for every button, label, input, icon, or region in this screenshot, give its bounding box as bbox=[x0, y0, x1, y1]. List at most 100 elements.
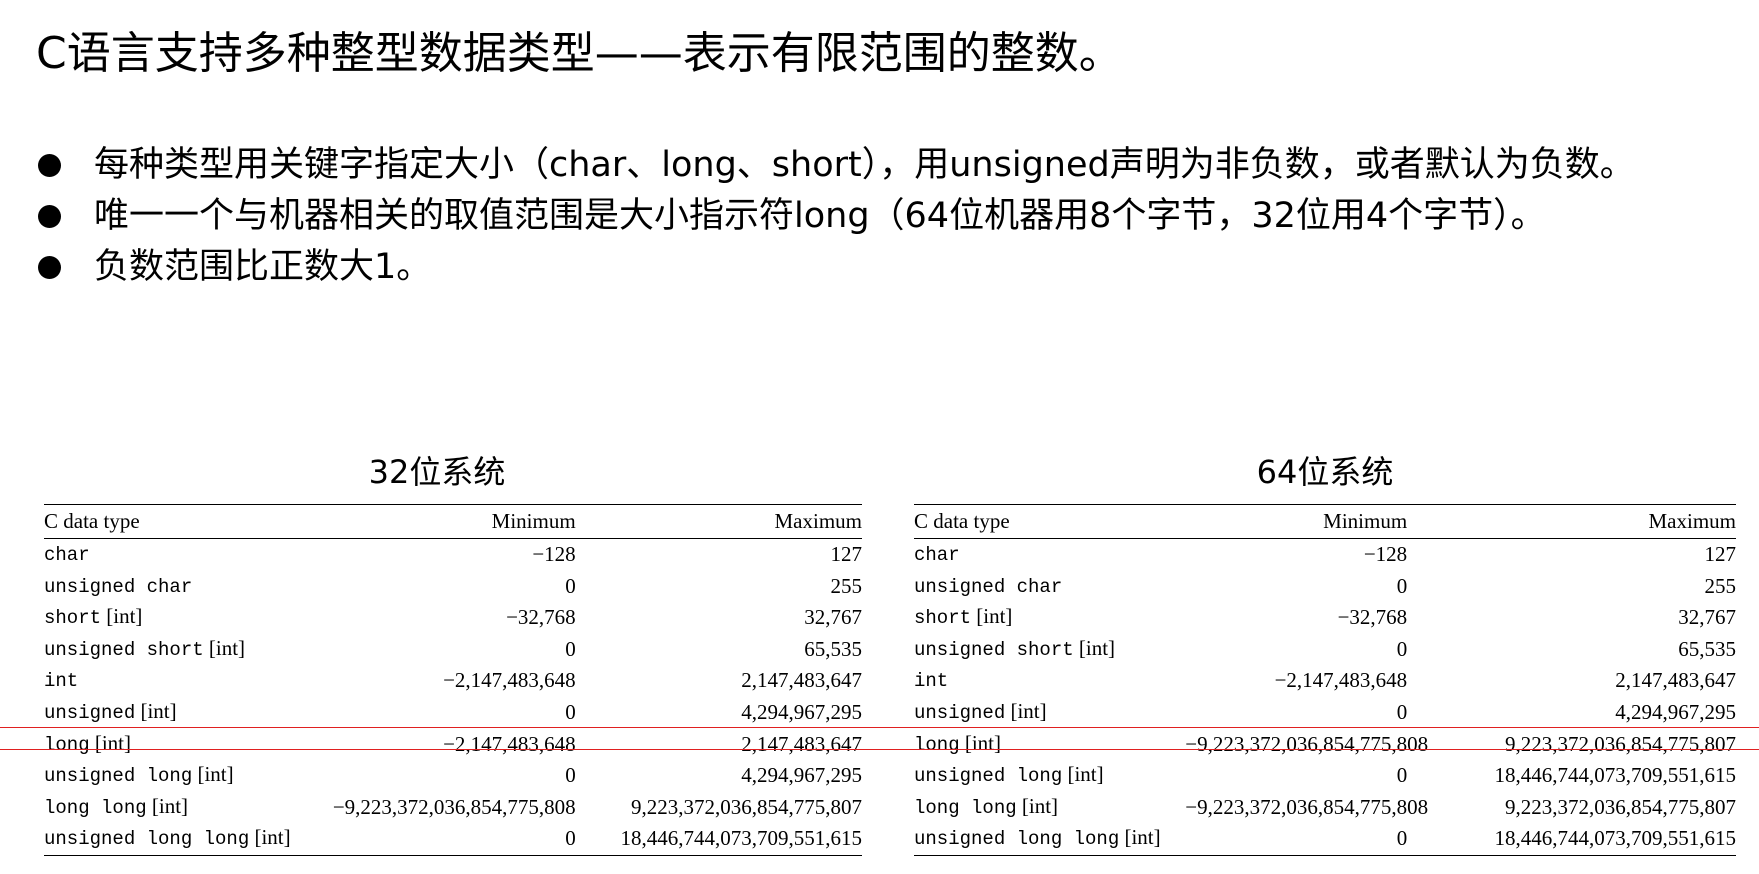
cell-data-type: long [int] bbox=[44, 729, 314, 761]
table-caption: 32位系统 bbox=[368, 453, 506, 491]
header-min: Minimum bbox=[491, 509, 576, 533]
cell-data-type: long long [int] bbox=[44, 792, 314, 824]
cell-maximum: 127 bbox=[1704, 542, 1737, 566]
cell-maximum: 4,294,967,295 bbox=[1615, 699, 1736, 724]
bullet-item: 每种类型用关键字指定大小（char、long、short），用unsigned声… bbox=[36, 140, 1726, 191]
cell-maximum: 255 bbox=[830, 573, 863, 598]
cell-maximum: 32,767 bbox=[1678, 605, 1736, 630]
type-keyword: long long bbox=[914, 796, 1017, 819]
bullet-item: 唯一一个与机器相关的取值范围是大小指示符long（64位机器用8个字节，32位用… bbox=[36, 191, 1726, 242]
cell-maximum: 4,294,967,295 bbox=[741, 699, 862, 724]
type-keyword: char bbox=[914, 544, 960, 566]
table-row: int −2,147,483,648 2,147,483,647 bbox=[44, 665, 862, 697]
slide-title: C语言支持多种整型数据类型——表示有限范围的整数。 bbox=[36, 28, 1123, 79]
cell-maximum: 2,147,483,647 bbox=[741, 668, 862, 693]
cell-minimum: −2,147,483,648 bbox=[1274, 668, 1408, 693]
data-table: C data type Minimum Maximum char −128 127 u… bbox=[914, 504, 1736, 856]
bullet-text: 每种类型用关键字指定大小（char、long、short），用unsigned声… bbox=[94, 145, 1635, 185]
table-body: char −128 127 unsigned char 0 255 short [int] −… bbox=[914, 539, 1736, 856]
type-suffix: [int] bbox=[1005, 698, 1047, 723]
cell-maximum: 255 bbox=[1704, 573, 1737, 598]
table-body: char −128 127 unsigned char 0 255 short [int] −… bbox=[44, 539, 862, 856]
type-keyword: int bbox=[914, 670, 949, 693]
type-suffix: [int] bbox=[1016, 793, 1059, 818]
type-suffix: [int] bbox=[249, 825, 291, 850]
bullet-text: 负数范围比正数大1。 bbox=[94, 247, 432, 287]
cell-data-type: char bbox=[44, 539, 314, 571]
table-row: int −2,147,483,648 2,147,483,647 bbox=[914, 665, 1736, 697]
cell-minimum: −9,223,372,036,854,775,808 bbox=[1185, 794, 1429, 819]
table-row: short [int] −32,768 32,767 bbox=[44, 602, 862, 634]
header-min: Minimum bbox=[1323, 509, 1408, 533]
type-suffix: [int] bbox=[146, 793, 189, 818]
cell-minimum: 0 bbox=[1396, 699, 1408, 724]
table-row: unsigned char 0 255 bbox=[44, 571, 862, 603]
cell-minimum: 0 bbox=[1396, 826, 1408, 851]
bullet-list: 每种类型用关键字指定大小（char、long、short），用unsigned声… bbox=[36, 140, 1726, 293]
bullet-item: 负数范围比正数大1。 bbox=[36, 242, 1726, 293]
bullet-dot-icon bbox=[38, 256, 61, 279]
table-row: long [int] −2,147,483,648 2,147,483,647 bbox=[44, 729, 862, 761]
table-header-row: C data type Minimum Maximum bbox=[914, 504, 1736, 539]
cell-minimum: 0 bbox=[565, 699, 576, 724]
type-suffix: [int] bbox=[959, 730, 1002, 755]
type-keyword: unsigned long bbox=[914, 765, 1063, 788]
type-keyword: unsigned bbox=[914, 701, 1006, 724]
cell-minimum: −128 bbox=[532, 542, 576, 566]
table-caption: 64位系统 bbox=[1256, 453, 1394, 491]
type-keyword: short bbox=[914, 607, 972, 630]
cell-maximum: 4,294,967,295 bbox=[741, 763, 862, 788]
table-row: unsigned long long [int] 0 18,446,744,073,… bbox=[914, 823, 1737, 856]
type-keyword: unsigned char bbox=[44, 575, 193, 598]
cell-maximum: 127 bbox=[830, 542, 863, 566]
header-type: C data type bbox=[914, 509, 1010, 533]
table-row: long long [int] −9,223,372,036,854,775,80… bbox=[914, 792, 1736, 824]
cell-data-type: unsigned short [int] bbox=[44, 634, 314, 666]
cell-minimum: −2,147,483,648 bbox=[443, 731, 576, 756]
cell-minimum: 0 bbox=[565, 763, 576, 788]
cell-maximum: 65,535 bbox=[804, 636, 862, 661]
cell-data-type: unsigned long long [int] bbox=[914, 823, 1185, 855]
cell-data-type: long [int] bbox=[914, 729, 1185, 761]
type-suffix: [int] bbox=[135, 698, 177, 723]
cell-minimum: −32,768 bbox=[1337, 605, 1408, 630]
cell-minimum: 0 bbox=[1396, 763, 1408, 788]
cell-maximum: 18,446,744,073,709,551,615 bbox=[1494, 826, 1737, 851]
cell-maximum: 2,147,483,647 bbox=[741, 731, 862, 756]
bullet-dot-icon bbox=[38, 205, 61, 228]
type-keyword: long bbox=[44, 733, 90, 756]
cell-data-type: unsigned char bbox=[44, 571, 314, 603]
cell-maximum: 18,446,744,073,709,551,615 bbox=[620, 826, 863, 851]
cell-data-type: unsigned short [int] bbox=[914, 634, 1185, 666]
table-row: unsigned [int] 0 4,294,967,295 bbox=[914, 697, 1736, 729]
cell-data-type: unsigned [int] bbox=[914, 697, 1185, 729]
cell-maximum: 2,147,483,647 bbox=[1615, 668, 1736, 693]
cell-minimum: 0 bbox=[565, 636, 576, 661]
table-row: unsigned long long [int] 0 18,446,744,073,… bbox=[44, 823, 863, 856]
table-row: short [int] −32,768 32,767 bbox=[914, 602, 1736, 634]
table-row: unsigned long [int] 0 4,294,967,295 bbox=[44, 760, 862, 792]
cell-data-type: unsigned char bbox=[914, 571, 1185, 603]
cell-minimum: 0 bbox=[1396, 573, 1408, 598]
table-row: long [int] −9,223,372,036,854,775,808 9,22… bbox=[914, 729, 1736, 761]
cell-data-type: char bbox=[914, 539, 1185, 571]
cell-maximum: 32,767 bbox=[804, 605, 862, 630]
cell-minimum: −128 bbox=[1363, 542, 1408, 566]
cell-minimum: −32,768 bbox=[506, 605, 576, 630]
type-suffix: [int] bbox=[971, 604, 1013, 629]
cell-data-type: long long [int] bbox=[914, 792, 1185, 824]
type-suffix: [int] bbox=[89, 730, 132, 755]
bullet-text: 唯一一个与机器相关的取值范围是大小指示符long（64位机器用8个字节，32位用… bbox=[94, 196, 1546, 236]
type-keyword: unsigned char bbox=[914, 575, 1063, 598]
table-row: long long [int] −9,223,372,036,854,775,80… bbox=[44, 792, 862, 824]
table-header-row: C data type Minimum Maximum bbox=[44, 504, 862, 539]
type-keyword: char bbox=[44, 544, 90, 566]
type-keyword: short bbox=[44, 607, 102, 630]
data-table: C data type Minimum Maximum char −128 127 u… bbox=[44, 504, 862, 856]
type-suffix: [int] bbox=[1119, 825, 1161, 850]
table-row: unsigned short [int] 0 65,535 bbox=[44, 634, 862, 666]
cell-data-type: int bbox=[44, 665, 314, 697]
cell-minimum: −9,223,372,036,854,775,808 bbox=[332, 794, 576, 819]
cell-maximum: 65,535 bbox=[1678, 636, 1736, 661]
cell-minimum: 0 bbox=[565, 826, 576, 851]
